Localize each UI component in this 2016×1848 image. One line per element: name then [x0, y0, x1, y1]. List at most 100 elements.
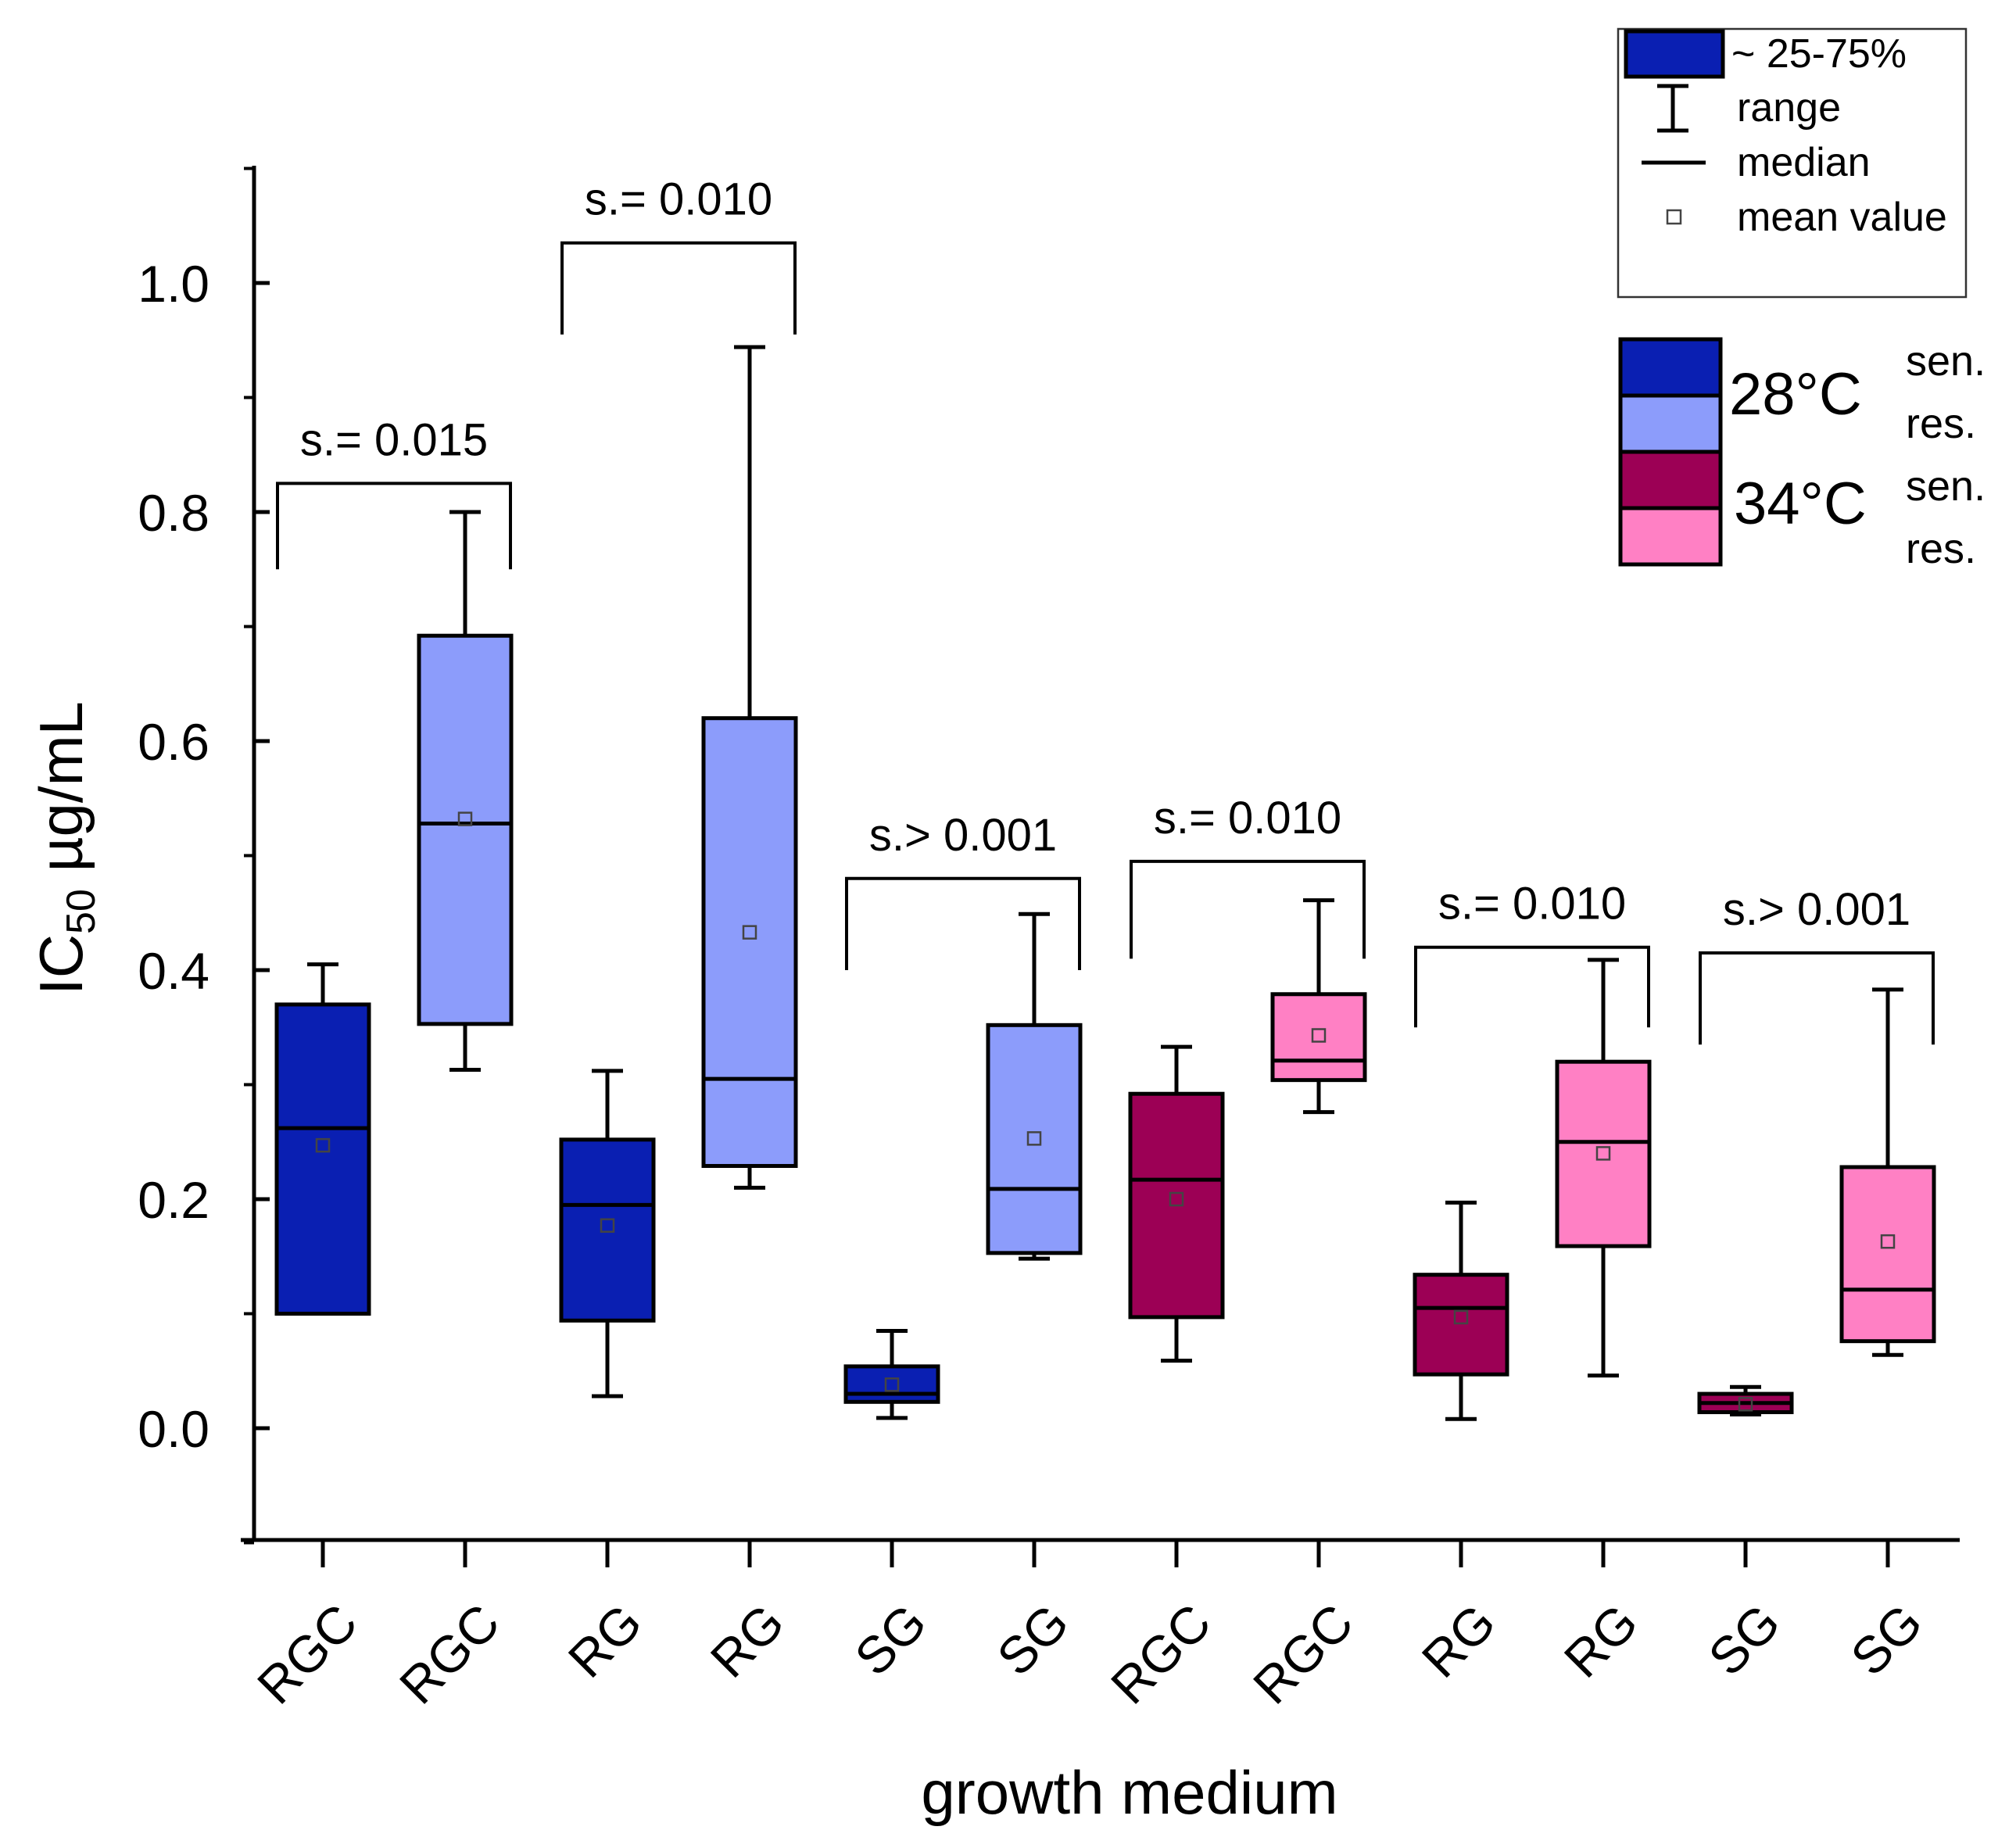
x-tick-label: SG	[1839, 1593, 1933, 1687]
significance-bracket: s.= 0.010	[1414, 879, 1650, 1028]
mean-marker	[600, 1218, 615, 1233]
box-sen28	[559, 1069, 656, 1399]
iqr-box	[1839, 1165, 1936, 1344]
x-tick-label: RG	[700, 1593, 795, 1689]
y-tick-label: 0.8	[138, 484, 209, 542]
significance-bracket: s.> 0.001	[845, 810, 1081, 970]
box-res28	[417, 510, 514, 1072]
iqr-box	[1270, 992, 1367, 1083]
y-axis-label-subscript: 50	[59, 889, 104, 934]
iqr-box	[701, 716, 798, 1169]
bracket-line	[845, 876, 1081, 970]
x-tick-label: RGC	[1242, 1593, 1364, 1715]
legend-groups: 28°C 34°C sen. res. sen. res.	[1618, 337, 1986, 572]
legend-sen28-label: sen.	[1906, 338, 1986, 385]
boxes	[274, 345, 1936, 1421]
significance-label: s.= 0.010	[1154, 793, 1341, 843]
x-tick-label: SG	[1697, 1593, 1791, 1687]
legend-res28-label: res.	[1906, 400, 1976, 447]
iqr-box	[1413, 1273, 1509, 1377]
y-tick-label: 0.0	[138, 1400, 209, 1458]
mean-marker	[742, 925, 757, 940]
significance-brackets: s.= 0.015 s.= 0.010 s.> 0.001 s.= 0.010 s.= …	[276, 174, 1935, 1045]
legend-res34-label: res.	[1906, 525, 1976, 572]
legend-range-label: range	[1737, 85, 1841, 131]
box-sen34	[1413, 1200, 1509, 1421]
axes	[241, 166, 1960, 1542]
x-tick-label: RG	[557, 1593, 653, 1689]
box-sen28	[274, 962, 371, 1316]
box-res34	[1555, 958, 1652, 1378]
x-tick-label: RG	[1553, 1593, 1649, 1689]
legend-box-style: ~ 25-75% range median mean value	[1617, 27, 1968, 299]
significance-bracket: s.= 0.010	[560, 174, 797, 335]
y-tick-label: 0.2	[138, 1171, 209, 1229]
range-icon	[1657, 84, 1688, 133]
significance-bracket: s.= 0.010	[1130, 793, 1366, 959]
box-res34	[1839, 987, 1936, 1357]
box-res34	[1270, 898, 1367, 1115]
bracket-line	[1699, 951, 1935, 1045]
y-tick-label: 1.0	[138, 255, 209, 313]
y-minor-ticks	[244, 167, 254, 1545]
x-tick-label: RGC	[1100, 1593, 1222, 1715]
mean-marker	[1880, 1234, 1896, 1249]
y-axis-label-unit: µg/mL	[27, 701, 95, 889]
significance-label: s.= 0.010	[1438, 879, 1626, 929]
y-tick-label: 0.4	[138, 942, 209, 1000]
x-tick-label: RG	[1411, 1593, 1506, 1689]
box-sen28	[843, 1328, 940, 1420]
mean-marker	[1453, 1309, 1469, 1325]
mean-marker	[884, 1377, 900, 1392]
y-tick-label: 0.6	[138, 713, 209, 771]
x-tick-label: SG	[986, 1593, 1080, 1687]
iqr-box	[986, 1022, 1083, 1255]
mean-marker	[315, 1137, 331, 1153]
legend-style-frame	[1617, 27, 1968, 299]
mean-marker	[1595, 1146, 1611, 1161]
bracket-line	[560, 241, 797, 335]
x-ticks: RGC RGC RG RG SG SG RGC RGC RG RG SG SG	[246, 1540, 1933, 1715]
x-tick-label: RGC	[246, 1593, 368, 1715]
legend-swatch-sen34	[1618, 449, 1723, 510]
mean-marker	[457, 811, 473, 826]
mean-marker-icon	[1666, 209, 1682, 225]
mean-marker	[1738, 1396, 1753, 1412]
x-tick-label: RGC	[389, 1593, 510, 1715]
box-sen34	[1697, 1384, 1794, 1416]
significance-label: s.> 0.001	[1723, 884, 1910, 935]
iqr-box	[417, 633, 514, 1026]
legend-temp-34: 34°C	[1734, 471, 1867, 537]
mean-marker	[1311, 1028, 1327, 1043]
iqr-box	[559, 1137, 656, 1323]
iqr-box	[274, 1002, 371, 1316]
significance-label: s.= 0.015	[300, 414, 488, 465]
box-res28	[986, 911, 1083, 1261]
bracket-line	[1414, 945, 1650, 1028]
significance-bracket: s.> 0.001	[1699, 884, 1935, 1045]
x-tick-label: SG	[843, 1593, 937, 1687]
legend-box-label: ~ 25-75%	[1731, 31, 1907, 77]
legend-box-swatch	[1624, 29, 1725, 79]
iqr-box	[1555, 1059, 1652, 1248]
mean-marker	[1169, 1191, 1184, 1207]
y-axis-label-main: IC	[27, 934, 95, 995]
legend-temp-28: 28°C	[1729, 361, 1862, 428]
x-axis-label: growth medium	[921, 1758, 1337, 1827]
significance-label: s.> 0.001	[869, 810, 1057, 861]
significance-bracket: s.= 0.015	[276, 414, 512, 570]
bracket-line	[276, 482, 512, 570]
significance-label: s.= 0.010	[585, 174, 772, 225]
legend-swatch-res34	[1618, 506, 1723, 567]
y-axis-label: IC50 µg/mL	[27, 701, 104, 995]
legend-sen34-label: sen.	[1906, 463, 1986, 510]
mean-marker	[1026, 1131, 1042, 1146]
legend-median-label: median	[1737, 140, 1871, 185]
legend-mean-label: mean value	[1737, 195, 1947, 240]
legend-swatch-sen28	[1618, 337, 1723, 398]
box-res28	[701, 345, 798, 1190]
box-sen34	[1128, 1044, 1225, 1363]
y-ticks: 0.0 0.2 0.4 0.6 0.8 1.0	[138, 255, 270, 1458]
iqr-box	[843, 1364, 940, 1404]
